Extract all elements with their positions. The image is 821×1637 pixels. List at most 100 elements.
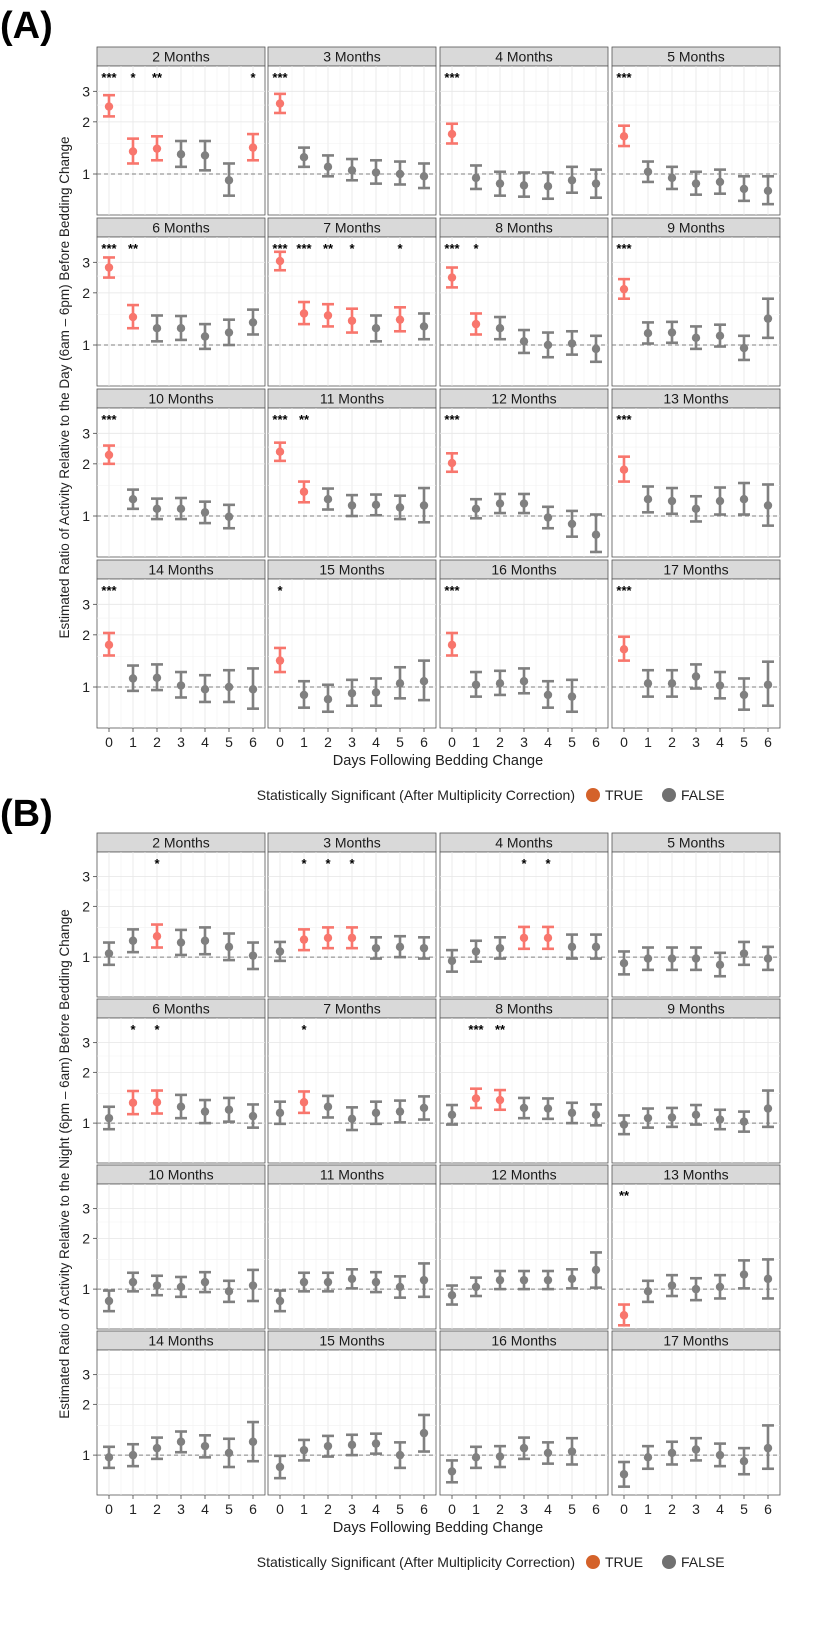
facet-title: 15 Months: [319, 1333, 384, 1349]
y-tick-label: 2: [82, 627, 90, 643]
facet: 15 Months * 0 1 2 3 4 5 6: [267, 559, 437, 750]
facet: 6 Months * * 1 2 3: [82, 998, 266, 1164]
estimate-point: [419, 943, 429, 953]
facet: 16 Months 0 1 2 3 4 5 6: [439, 1330, 609, 1517]
legend-swatch-true: [586, 788, 600, 802]
significance-stars: ***: [616, 70, 632, 85]
estimate-point: [371, 1439, 381, 1448]
x-tick-label: 3: [177, 734, 185, 750]
legend-swatch-false: [662, 788, 676, 802]
facet-title: 11 Months: [320, 391, 384, 407]
significance-stars: **: [323, 241, 334, 256]
x-tick-label: 5: [568, 734, 576, 750]
y-tick-label: 1: [82, 166, 90, 182]
estimate-point: [691, 954, 701, 963]
estimate-point: [691, 504, 701, 514]
x-tick-label: 6: [249, 1501, 257, 1517]
estimate-point: [495, 679, 505, 688]
y-tick-label: 2: [82, 456, 90, 472]
facet: 4 Months * *: [439, 832, 609, 998]
facet: 17 Months *** 0 1 2 3 4 5 6: [611, 559, 781, 750]
legend-label-true: TRUE: [605, 787, 643, 803]
y-tick-label: 2: [82, 1230, 90, 1246]
x-tick-label: 3: [692, 1501, 700, 1517]
estimate-point: [395, 1450, 405, 1460]
estimate-point: [495, 499, 505, 508]
facet-title: 14 Months: [148, 1333, 213, 1349]
x-tick-label: 1: [644, 734, 652, 750]
significance-stars: *: [301, 1022, 307, 1037]
estimate-point: [224, 942, 234, 952]
facet: 8 Months*** **: [439, 998, 609, 1164]
facet: 17 Months 0 1 2 3 4 5 6: [611, 1330, 781, 1517]
estimate-point: [643, 167, 653, 176]
significance-stars: *: [301, 856, 307, 871]
x-tick-label: 5: [396, 1501, 404, 1517]
facet-title: 2 Months: [152, 835, 210, 851]
facet: 12 Months ***: [439, 388, 609, 558]
facet-title: 15 Months: [319, 562, 384, 578]
estimate-point: [739, 690, 749, 700]
estimate-point: [200, 1441, 210, 1451]
significance-stars: ***: [101, 583, 117, 598]
panel-label: (B): [0, 793, 53, 835]
estimate-point: [248, 318, 258, 327]
estimate-point: [224, 1105, 234, 1114]
estimate-point: [419, 1275, 429, 1285]
estimate-point: [447, 956, 457, 966]
estimate-point: [519, 499, 529, 508]
estimate-point: [200, 936, 210, 945]
estimate-point: [567, 942, 577, 952]
estimate-point: [763, 1104, 773, 1113]
facet-title: 17 Months: [663, 562, 728, 578]
estimate-point: [471, 319, 481, 329]
estimate-point: [739, 495, 749, 504]
estimate-point: [224, 328, 234, 337]
significance-stars: ***: [272, 70, 288, 85]
x-tick-label: 0: [448, 1501, 456, 1517]
significance-stars: ***: [444, 241, 460, 256]
y-tick-label: 2: [82, 114, 90, 130]
estimate-point: [543, 690, 553, 700]
significance-stars: ***: [616, 412, 632, 427]
y-tick-label: 3: [82, 596, 90, 612]
facet: 7 Months*** *** ** * *: [267, 217, 437, 387]
estimate-point: [447, 1291, 457, 1300]
estimate-point: [152, 504, 162, 514]
estimate-point: [323, 1277, 333, 1287]
estimate-point: [643, 1453, 653, 1462]
estimate-point: [619, 645, 629, 654]
estimate-point: [591, 942, 601, 952]
estimate-point: [275, 1462, 285, 1472]
x-tick-label: 2: [153, 734, 161, 750]
x-tick-label: 4: [372, 1501, 380, 1517]
estimate-point: [567, 1108, 577, 1118]
significance-stars: **: [495, 1022, 506, 1037]
estimate-point: [395, 503, 405, 512]
y-tick-label: 3: [82, 83, 90, 99]
estimate-point: [447, 1110, 457, 1120]
estimate-point: [691, 333, 701, 343]
estimate-point: [371, 324, 381, 333]
estimate-point: [567, 1447, 577, 1456]
estimate-point: [323, 1102, 333, 1111]
facet-title: 16 Months: [491, 1333, 556, 1349]
estimate-point: [519, 1275, 529, 1285]
x-tick-label: 0: [105, 1501, 113, 1517]
y-tick-label: 3: [82, 1035, 90, 1051]
estimate-point: [691, 179, 701, 188]
x-tick-label: 1: [472, 1501, 480, 1517]
estimate-point: [176, 150, 186, 159]
estimate-point: [715, 1450, 725, 1460]
estimate-point: [763, 1443, 773, 1453]
significance-stars: *: [545, 856, 551, 871]
estimate-point: [591, 1265, 601, 1275]
estimate-point: [471, 1453, 481, 1462]
significance-stars: *: [277, 583, 283, 598]
y-axis-title: Estimated Ratio of Activity Relative to …: [57, 136, 72, 638]
estimate-point: [248, 1437, 258, 1446]
estimate-point: [299, 487, 309, 496]
facet: 10 Months *** 1 2 3: [82, 388, 266, 558]
facet-title: 3 Months: [323, 835, 381, 851]
facet-title: 10 Months: [148, 1167, 213, 1183]
